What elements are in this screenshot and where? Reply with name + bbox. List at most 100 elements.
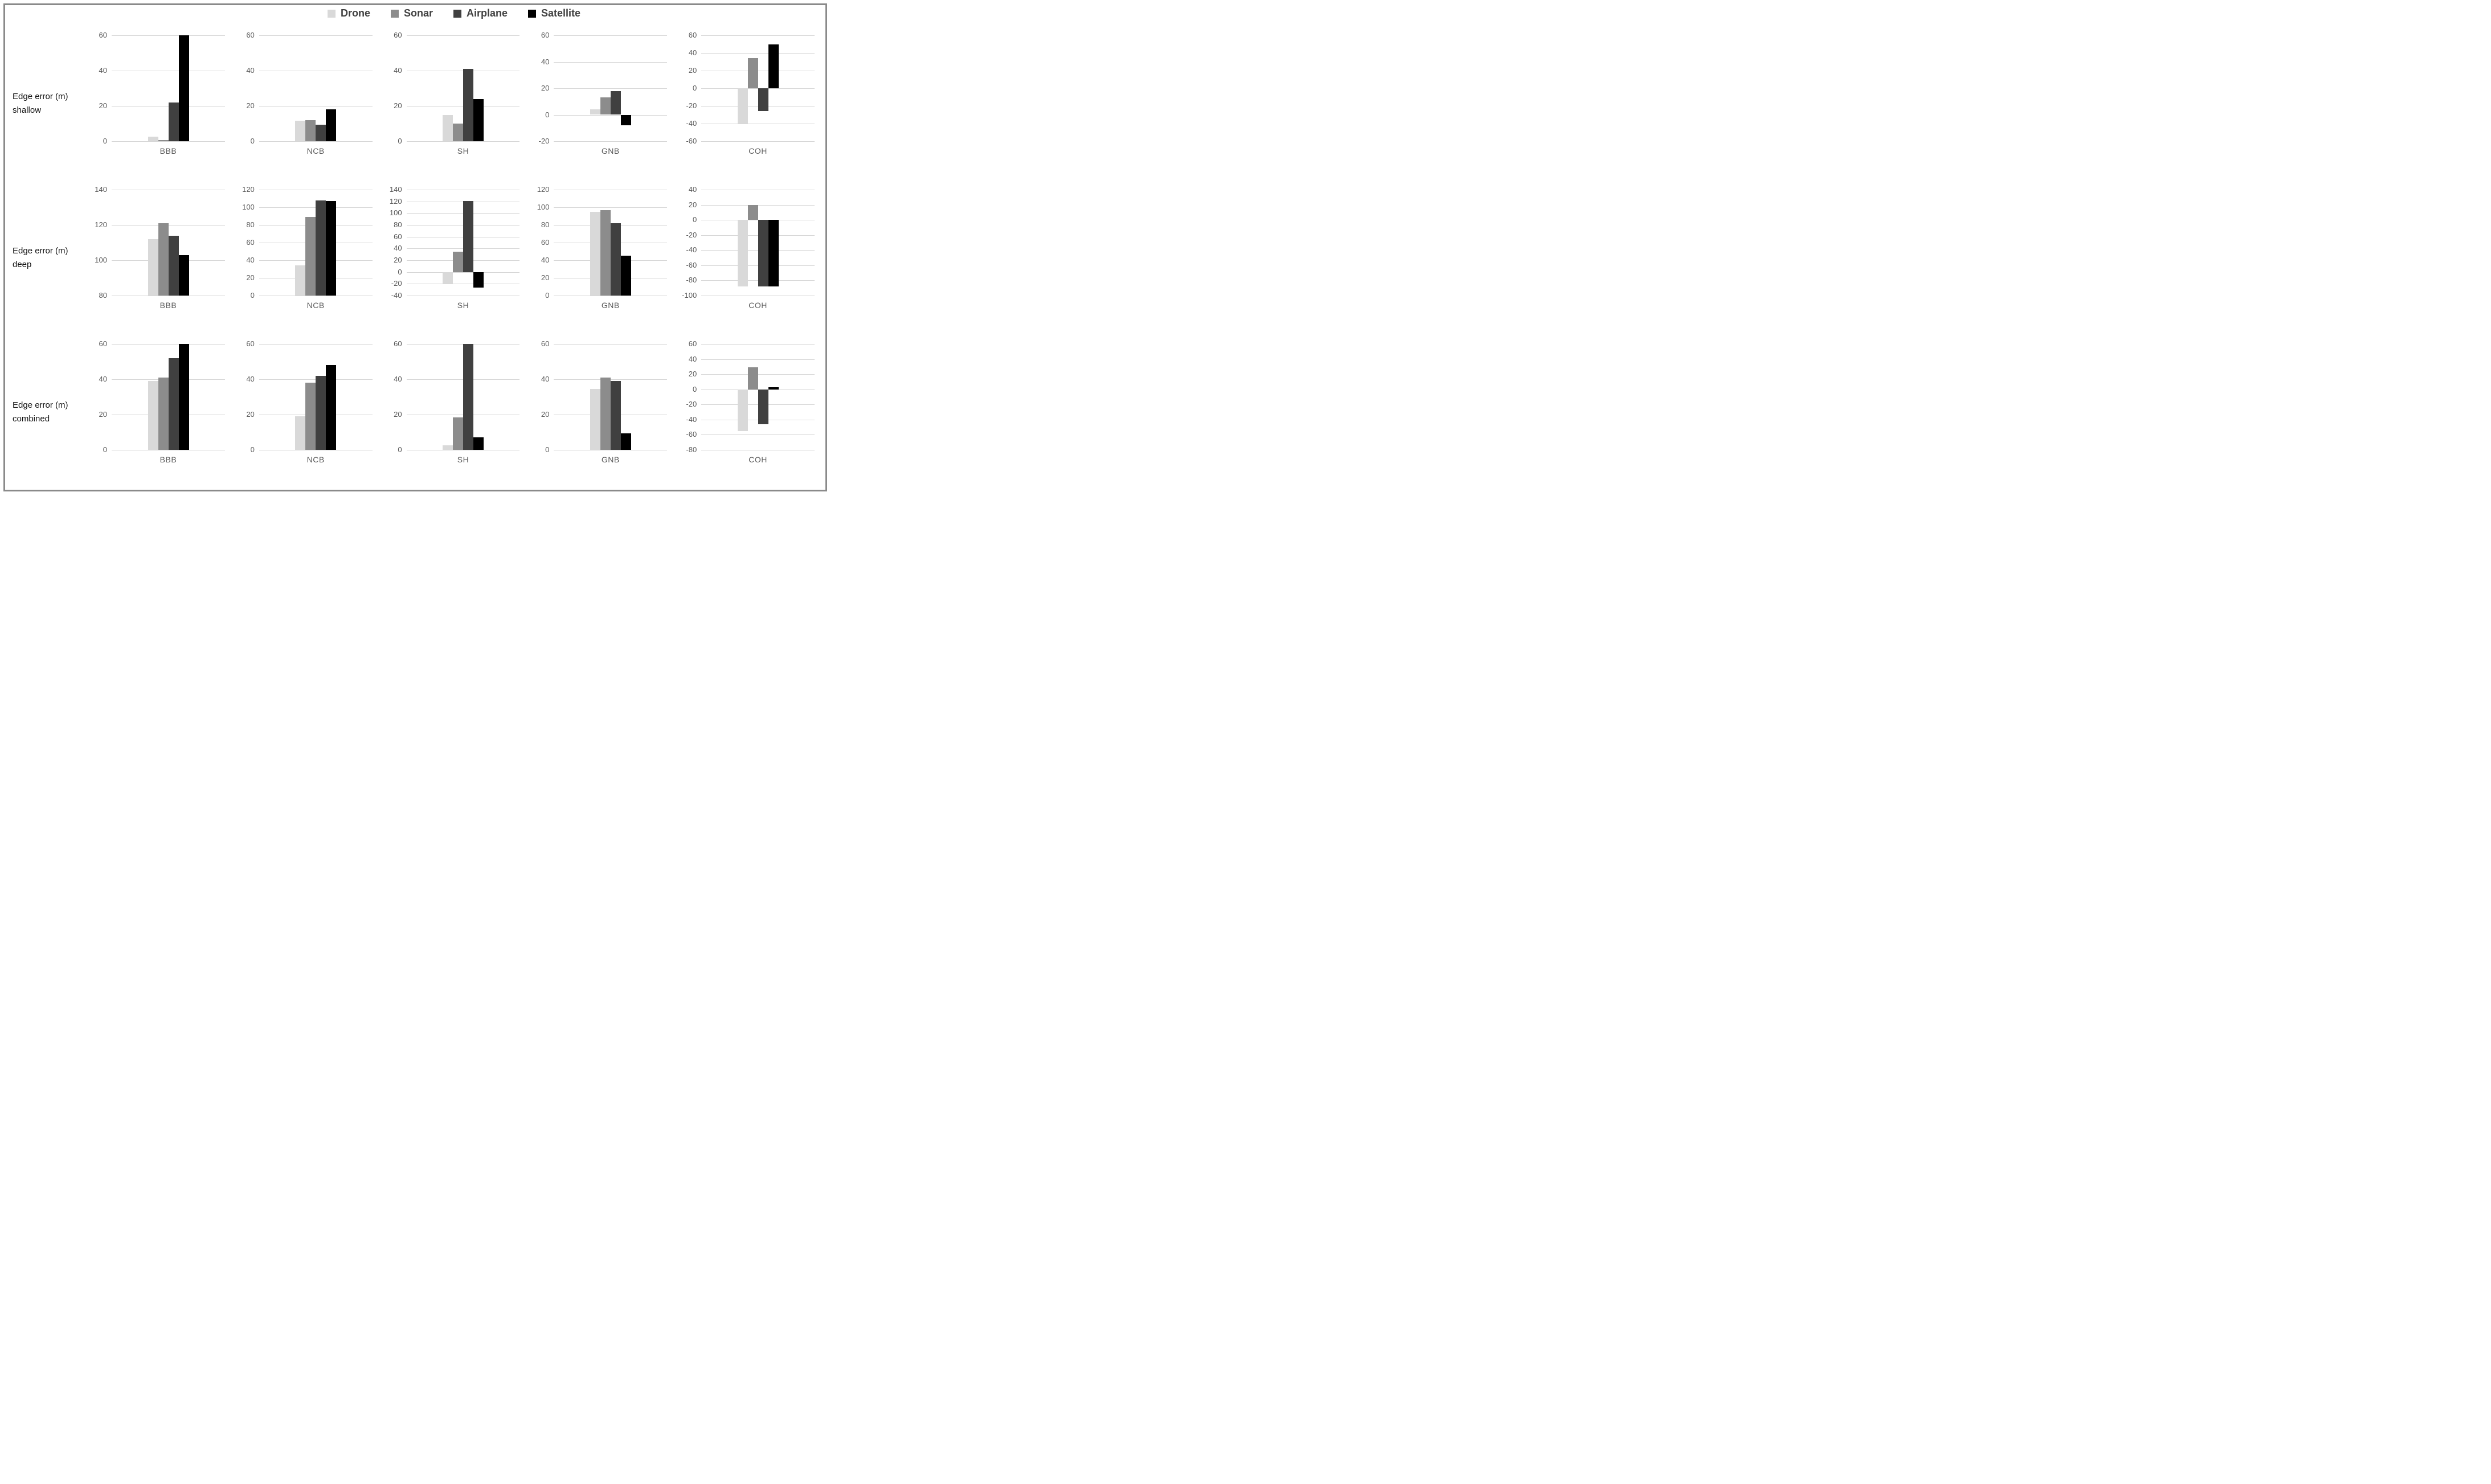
plot-area — [259, 344, 373, 450]
y-tick-label: -60 — [686, 430, 697, 439]
gridline — [554, 35, 668, 36]
gridline — [701, 141, 815, 142]
x-axis-label: NCB — [306, 146, 325, 155]
y-tick-label: 40 — [688, 48, 697, 57]
chart-deep-gnb: 120 100 80 60 40 20 0 GNB — [529, 181, 676, 335]
plot-area — [406, 344, 520, 450]
bar-sonar — [453, 417, 464, 450]
y-tick-label: 40 — [99, 66, 107, 75]
y-tick-label: 20 — [394, 410, 402, 419]
bar-drone — [443, 114, 453, 141]
bar-satellite — [473, 272, 484, 288]
y-tick-label: 40 — [99, 375, 107, 383]
x-axis-label: NCB — [306, 301, 325, 310]
gridline — [554, 62, 668, 63]
y-tick-label: 60 — [688, 339, 697, 348]
y-tick-label: -60 — [686, 137, 697, 145]
y-tick-label: 20 — [394, 256, 402, 264]
gridline — [406, 225, 520, 226]
y-tick-label: 0 — [250, 137, 255, 145]
chart-shallow-sh: 60 40 20 0 SH — [382, 26, 529, 181]
y-tick-label: -20 — [686, 230, 697, 239]
bar-sonar — [158, 140, 169, 141]
x-axis-label: COH — [748, 455, 767, 464]
y-tick-label: 60 — [394, 31, 402, 39]
gridline — [406, 141, 520, 142]
y-tick-label: 140 — [389, 185, 402, 194]
legend-label-sonar: Sonar — [403, 7, 433, 19]
bar-satellite — [178, 35, 189, 141]
row-label-depth: shallow — [13, 105, 42, 115]
y-tick-label: -100 — [682, 291, 697, 300]
bar-satellite — [178, 344, 189, 450]
gridline — [406, 248, 520, 249]
charts-grid: Edge error (m) shallow Edge error (m) de… — [7, 26, 824, 489]
figure-frame — [3, 3, 827, 491]
bar-drone — [737, 389, 748, 431]
bar-sonar — [453, 251, 464, 272]
gridline — [701, 250, 815, 251]
plot-area — [554, 35, 668, 142]
chart-combined-sh: 60 40 20 0 SH — [382, 335, 529, 489]
row-label-shallow: Edge error (m) shallow — [7, 26, 87, 181]
bar-airplane — [168, 102, 179, 141]
bar-airplane — [758, 389, 768, 424]
bar-satellite — [473, 437, 484, 450]
y-tick-label: 20 — [394, 101, 402, 110]
y-tick-label: 60 — [541, 31, 550, 39]
y-tick-label: 80 — [99, 291, 107, 300]
y-tick-label: 20 — [541, 84, 550, 92]
legend-label-drone: Drone — [340, 7, 370, 19]
y-tick-label: 80 — [246, 220, 255, 229]
bar-satellite — [326, 201, 337, 296]
y-tick-label: 0 — [545, 110, 550, 119]
legend-label-airplane: Airplane — [466, 7, 508, 19]
chart-shallow-gnb: 60 40 20 0 -20 GNB — [529, 26, 676, 181]
gridline — [406, 35, 520, 36]
gridline — [554, 114, 668, 116]
bar-drone — [590, 389, 600, 450]
gridline — [701, 265, 815, 266]
y-tick-label: 140 — [95, 185, 107, 194]
gridline — [259, 141, 373, 142]
y-tick-label: -40 — [686, 119, 697, 128]
chart-deep-ncb: 120 100 80 60 40 20 0 NCB — [234, 181, 382, 335]
y-tick-label: 20 — [688, 200, 697, 209]
bar-airplane — [316, 124, 326, 141]
bar-airplane — [316, 375, 326, 450]
y-tick-label: 40 — [246, 375, 255, 383]
y-tick-label: 120 — [242, 185, 255, 194]
bar-satellite — [326, 109, 337, 141]
x-axis-label: SH — [457, 455, 469, 464]
y-tick-label: 60 — [246, 339, 255, 348]
gridline — [259, 35, 373, 36]
y-tick-label: 80 — [394, 220, 402, 229]
bar-sonar — [158, 377, 169, 450]
y-tick-label: 20 — [246, 410, 255, 419]
legend-item-airplane: Airplane — [453, 7, 508, 19]
bar-drone — [443, 445, 453, 450]
bar-satellite — [178, 255, 189, 296]
y-tick-label: 20 — [99, 101, 107, 110]
y-tick-label: 80 — [541, 220, 550, 229]
bar-satellite — [768, 220, 779, 286]
bar-sonar — [747, 367, 758, 390]
bar-drone — [295, 416, 306, 450]
drone-swatch-icon — [327, 9, 336, 18]
bar-airplane — [463, 200, 474, 272]
gridline — [554, 207, 668, 208]
y-tick-label: 100 — [389, 208, 402, 218]
y-tick-label: 0 — [103, 137, 107, 145]
y-tick-label: 0 — [398, 445, 402, 454]
y-tick-label: -20 — [391, 279, 402, 288]
y-tick-label: 60 — [541, 339, 550, 348]
bar-sonar — [600, 210, 611, 296]
y-tick-label: 60 — [246, 31, 255, 39]
gridline — [701, 35, 815, 36]
row-label-depth: deep — [13, 259, 32, 269]
y-tick-label: 20 — [688, 66, 697, 75]
row-label-deep: Edge error (m) deep — [7, 181, 87, 335]
bar-airplane — [610, 91, 621, 115]
chart-combined-bbb: 60 40 20 0 BBB — [87, 335, 234, 489]
bar-satellite — [768, 387, 779, 390]
